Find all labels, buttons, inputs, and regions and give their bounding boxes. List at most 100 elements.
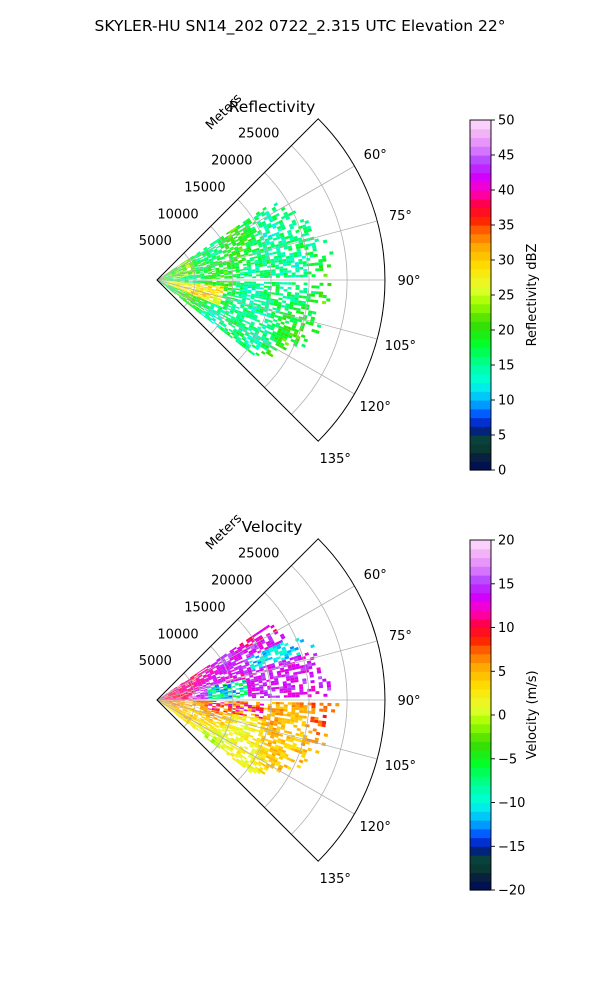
radar-gate	[272, 657, 278, 661]
radar-gate	[284, 653, 289, 658]
radar-gate	[172, 276, 177, 278]
angle-tick-label: 90°	[397, 694, 420, 709]
radar-gate	[200, 694, 205, 696]
radar-gate	[257, 257, 262, 260]
radar-gate	[186, 686, 191, 689]
radar-gate	[327, 282, 332, 287]
radar-gate	[192, 261, 197, 264]
radar-gate	[256, 640, 262, 645]
radar-gate	[166, 706, 171, 710]
radar-gate	[257, 677, 262, 680]
radar-gate	[270, 641, 275, 645]
radar-gate	[168, 701, 173, 703]
radar-gate	[246, 646, 251, 651]
radar-gate	[195, 257, 200, 261]
radar-gate	[244, 661, 250, 665]
radar-gate	[252, 316, 258, 320]
radar-gate	[269, 757, 274, 761]
radar-gate	[213, 260, 218, 264]
radar-gate	[268, 739, 273, 744]
radar-gate	[263, 269, 268, 273]
radar-gate	[228, 702, 233, 704]
colorbar-segment	[470, 610, 491, 620]
radar-gate	[184, 703, 189, 705]
radar-gate	[196, 700, 201, 702]
radar-gate	[307, 271, 312, 275]
radar-gate	[204, 701, 209, 703]
radar-gate	[183, 688, 187, 691]
radar-gate	[279, 268, 284, 272]
radar-gate	[212, 299, 217, 303]
radar-gate	[164, 696, 169, 698]
radar-gate	[212, 240, 217, 244]
colorbar-segment	[470, 365, 491, 375]
radar-gate	[273, 675, 278, 679]
colorbar-label: Reflectivity dBZ	[525, 244, 540, 347]
radar-gate	[266, 664, 271, 668]
radar-gate	[224, 235, 229, 240]
radar-gate	[264, 238, 270, 242]
radar-gate	[319, 708, 324, 712]
radar-gate	[212, 702, 217, 705]
radar-gate	[207, 268, 212, 270]
radar-gate	[180, 705, 184, 707]
radar-gate	[211, 675, 216, 678]
radar-gate	[224, 281, 229, 283]
colorbar-segment	[470, 723, 491, 734]
radar-gate	[167, 693, 172, 696]
velocity-panel: Velocity 60°75°90°105°120°135°5000100001…	[139, 511, 540, 898]
radar-gate	[206, 304, 211, 308]
radar-gate	[268, 724, 274, 728]
radar-gate	[198, 711, 203, 714]
radar-gate	[262, 232, 267, 236]
radar-gate	[214, 293, 219, 296]
radar-gate	[258, 732, 263, 736]
radar-gate	[172, 697, 177, 699]
radar-gate	[258, 294, 263, 298]
radar-gate	[168, 703, 173, 705]
radar-gate	[236, 654, 242, 658]
colorbar-segment	[470, 592, 491, 602]
radar-gate	[271, 214, 277, 219]
radar-gate	[217, 669, 222, 672]
radar-gate	[235, 231, 240, 235]
radar-gate	[274, 682, 279, 685]
radar-gate	[223, 267, 228, 270]
radar-gate	[211, 253, 216, 257]
radar-gate	[244, 660, 249, 664]
radar-gate	[160, 696, 165, 699]
colorbar-segment	[470, 758, 491, 769]
radar-gate	[244, 304, 249, 307]
radar-gate	[252, 250, 257, 254]
radar-gate	[229, 311, 234, 315]
radar-gate	[172, 283, 177, 285]
radar-gate	[176, 275, 181, 277]
radar-gate	[180, 277, 185, 279]
radar-gate	[255, 692, 260, 695]
radar-gate	[206, 711, 211, 714]
radar-gate	[226, 659, 231, 663]
radar-gate	[253, 333, 258, 338]
radar-gate	[184, 697, 189, 699]
radar-gate	[175, 707, 179, 710]
radar-gate	[175, 706, 180, 709]
radar-gate	[249, 231, 254, 236]
radar-gate	[176, 293, 180, 296]
radar-gate	[211, 722, 216, 726]
radar-gate	[315, 749, 320, 754]
radar-gate	[244, 759, 250, 764]
radar-gate	[171, 285, 176, 287]
radar-gate	[191, 258, 196, 262]
radar-gate	[170, 708, 174, 712]
radar-gate	[239, 238, 244, 242]
radar-gate	[207, 675, 212, 678]
radar-gate	[294, 679, 299, 683]
radar-gate	[239, 745, 244, 750]
radar-gate	[218, 671, 223, 674]
radar-gate	[204, 704, 209, 706]
radar-gate	[243, 266, 248, 269]
radar-gate	[211, 291, 216, 294]
radar-gate	[179, 295, 184, 299]
radar-gate	[249, 721, 254, 725]
radar-gate	[276, 248, 281, 252]
